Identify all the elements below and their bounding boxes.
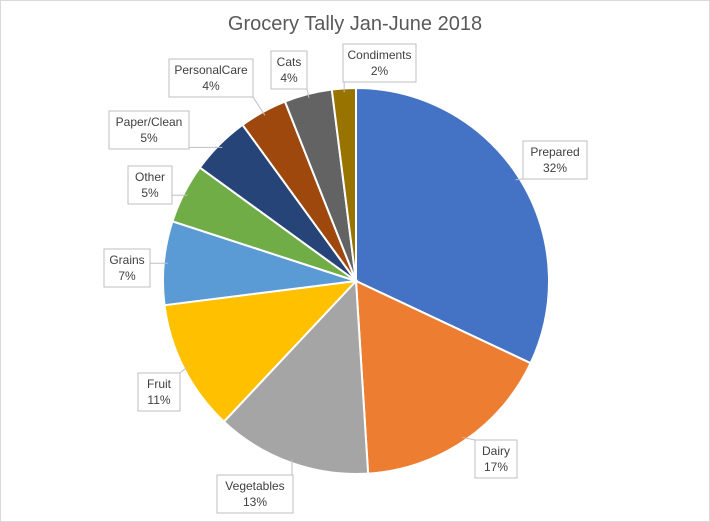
data-label-box	[270, 50, 308, 90]
data-label-percent: 4%	[202, 79, 220, 93]
leader-line	[515, 178, 524, 181]
data-label-category: Dairy	[482, 444, 510, 458]
data-label-percent: 13%	[243, 495, 267, 509]
data-label-category: Cats	[277, 55, 302, 69]
data-label-box	[342, 43, 417, 83]
data-label-percent: 2%	[371, 64, 389, 78]
data-label-box	[127, 165, 173, 205]
data-label-category: Other	[135, 170, 165, 184]
leader-line	[462, 436, 476, 441]
pie-slice-fruit	[163, 279, 359, 424]
pie-slice-prepared	[355, 86, 550, 365]
data-label-box	[522, 140, 588, 180]
data-label-percent: 17%	[484, 460, 508, 474]
data-label-category: Grains	[109, 253, 144, 267]
data-label-percent: 7%	[118, 269, 136, 283]
leader-line	[306, 88, 310, 99]
data-label-category: PersonalCare	[174, 63, 248, 77]
leader-line	[179, 366, 188, 374]
data-label-percent: 5%	[140, 131, 158, 145]
data-label-percent: 32%	[543, 161, 567, 175]
data-label-box	[108, 110, 190, 150]
data-label-category: Paper/Clean	[116, 115, 183, 129]
chart-title: Grocery Tally Jan-June 2018	[227, 13, 483, 35]
data-label-percent: 11%	[147, 393, 170, 407]
data-label-box	[168, 58, 254, 98]
data-label-category: Prepared	[530, 145, 579, 159]
data-label-box	[103, 248, 151, 288]
data-label-category: Condiments	[347, 48, 411, 62]
data-label-percent: 4%	[280, 71, 298, 85]
pie-slice-dairy	[354, 279, 532, 475]
data-label-box	[216, 474, 294, 514]
pie-slice-vegetables	[222, 278, 370, 475]
data-label-category: Fruit	[147, 377, 172, 391]
leader-line	[252, 96, 266, 116]
data-label-percent: 5%	[141, 186, 159, 200]
data-label-box	[137, 372, 181, 412]
data-label-category: Vegetables	[225, 479, 284, 493]
data-label-box	[474, 439, 518, 479]
